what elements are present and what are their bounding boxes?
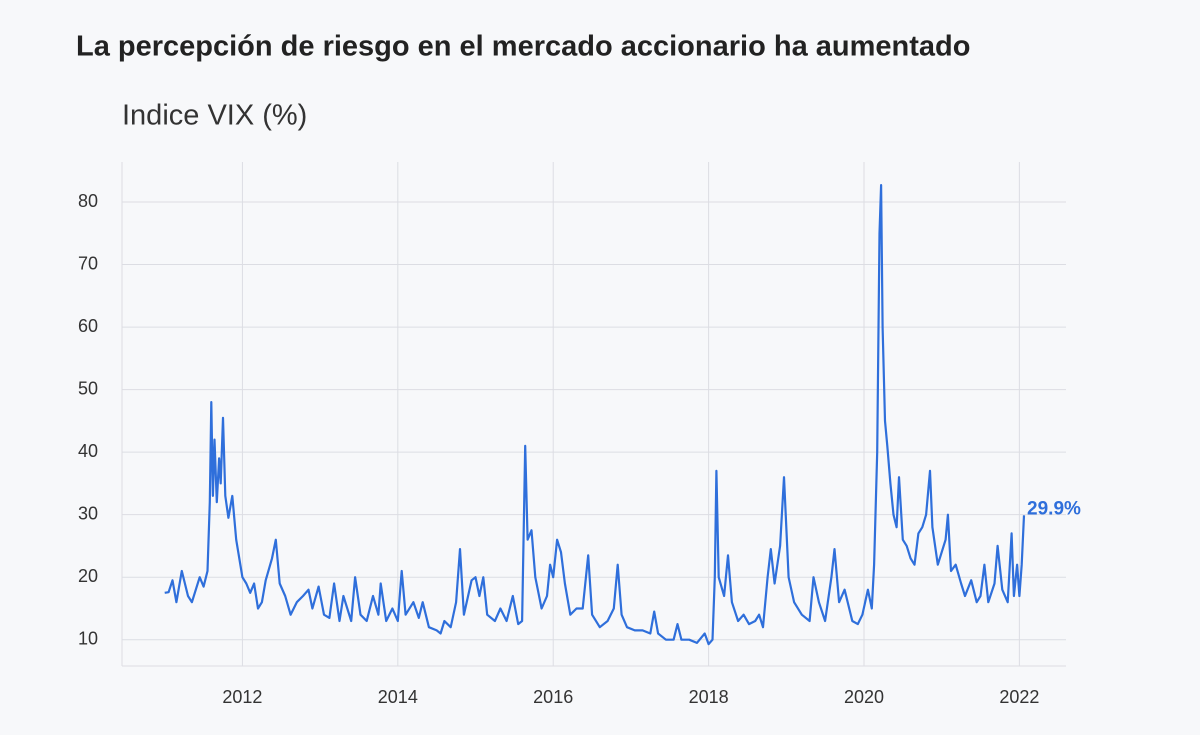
y-tick-label: 70: [78, 253, 98, 273]
chart-title: La percepción de riesgo en el mercado ac…: [76, 31, 970, 63]
chart-subtitle: Indice VIX (%): [122, 100, 307, 132]
x-tick-label: 2012: [222, 687, 262, 707]
x-tick-label: 2022: [999, 687, 1039, 707]
x-tick-label: 2018: [689, 687, 729, 707]
end-label: 29.9%: [1027, 498, 1081, 519]
y-tick-label: 30: [78, 503, 98, 523]
y-tick-label: 50: [78, 378, 98, 398]
y-tick-label: 40: [78, 441, 98, 461]
y-tick-label: 80: [78, 191, 98, 211]
y-tick-label: 60: [78, 316, 98, 336]
y-tick-label: 10: [78, 628, 98, 648]
x-tick-label: 2014: [378, 687, 418, 707]
line: [164, 184, 1026, 646]
x-tick-label: 2020: [844, 687, 884, 707]
x-tick-label: 2016: [533, 687, 573, 707]
y-tick-label: 20: [78, 566, 98, 586]
